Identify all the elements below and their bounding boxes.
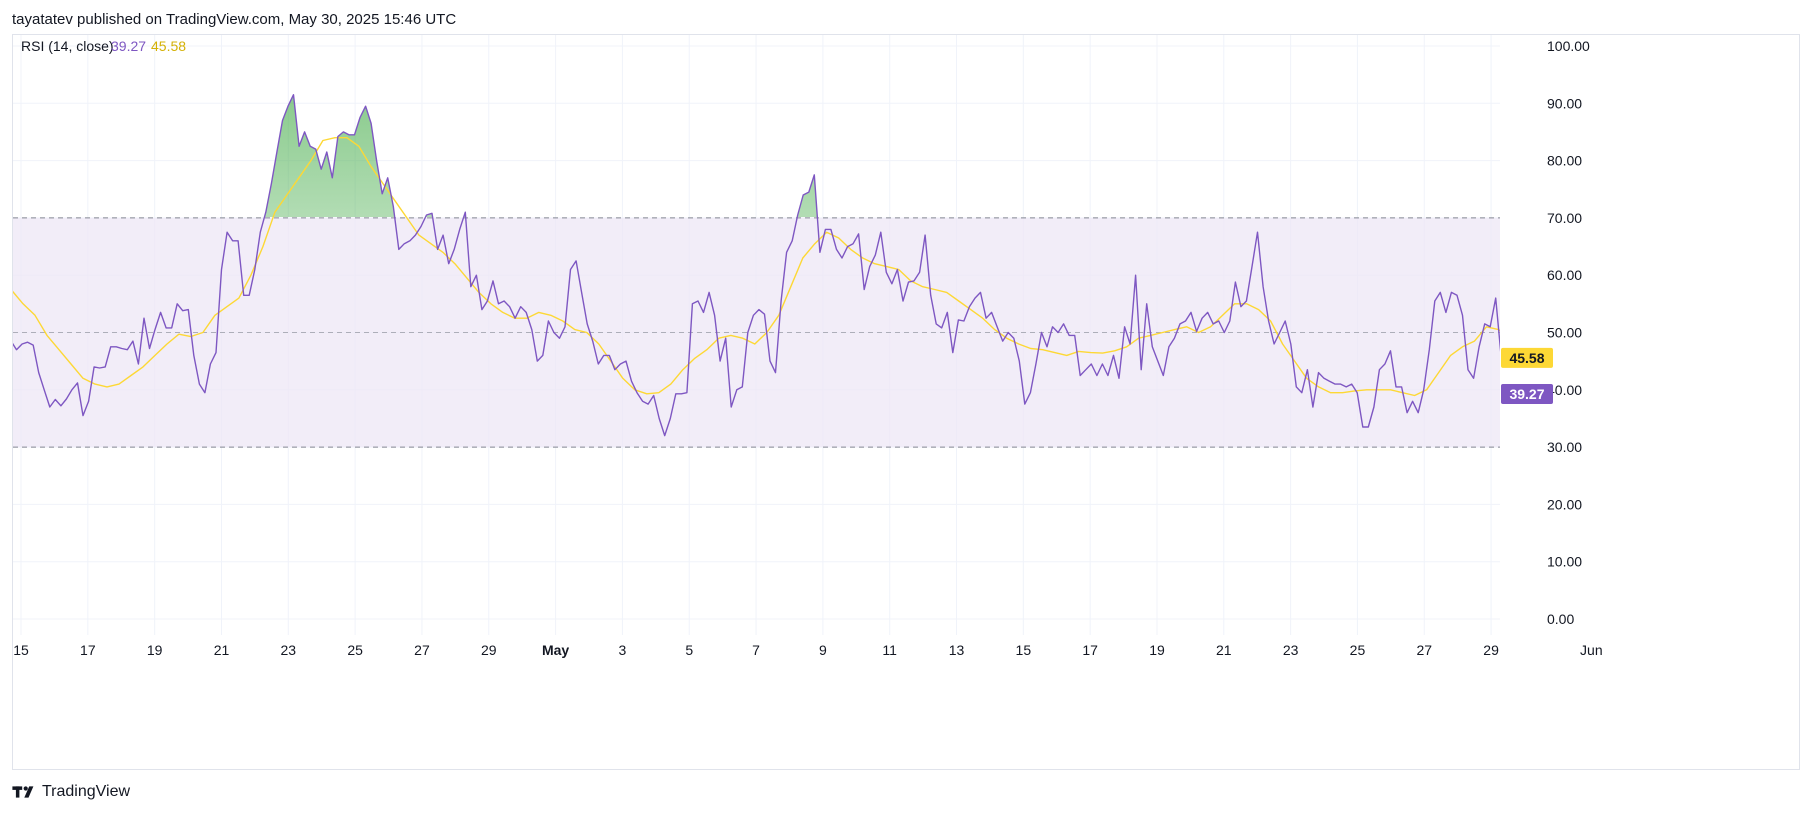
x-tick-label: May (542, 642, 569, 658)
y-tick-label: 20.00 (1547, 496, 1582, 512)
rsi-chart[interactable]: 0.00 10.00 20.00 30.00 40.00 50.00 60.00 70.00 8… (13, 35, 1801, 771)
x-tick-label: 17 (80, 642, 96, 658)
y-tick-label: 90.00 (1547, 95, 1582, 111)
publisher-header: tayatatev published on TradingView.com, … (12, 11, 457, 28)
x-tick-label: 25 (347, 642, 363, 658)
y-tick-label: 30.00 (1547, 439, 1582, 455)
x-tick-label: 15 (1016, 642, 1032, 658)
y-tick-label: 80.00 (1547, 153, 1582, 169)
overbought-fill (264, 94, 818, 217)
x-tick-label: 21 (214, 642, 230, 658)
y-tick-label: 40.00 (1547, 382, 1582, 398)
overbought-fill-layer (264, 94, 818, 217)
x-tick-label: 15 (13, 642, 29, 658)
legend: RSI (14, close) 39.27 45.58 (21, 38, 186, 54)
x-tick-label: 27 (1416, 642, 1432, 658)
rsi-band-layer (13, 217, 1500, 448)
legend-ma-value: 45.58 (151, 38, 186, 54)
x-tick-label: 23 (1283, 642, 1299, 658)
ma-price-label-bg (1501, 347, 1553, 368)
x-tick-label: 3 (619, 642, 627, 658)
x-tick-label: 25 (1350, 642, 1366, 658)
y-tick-label: 0.00 (1547, 611, 1574, 627)
chart-frame[interactable]: 0.00 10.00 20.00 30.00 40.00 50.00 60.00 70.00 8… (12, 34, 1800, 770)
y-tick-label: 60.00 (1547, 267, 1582, 283)
axis-layer: 0.00 10.00 20.00 30.00 40.00 50.00 60.00 70.00 8… (13, 38, 1602, 658)
x-tick-label: 11 (882, 642, 897, 658)
series-layer (13, 94, 1500, 437)
x-tick-label: 29 (1483, 642, 1499, 658)
y-tick-label: 100.00 (1547, 38, 1590, 54)
y-tick-label: 50.00 (1547, 325, 1582, 341)
price-label-layer: 45.58 39.27 (1501, 347, 1553, 404)
rsi-price-label-bg (1501, 383, 1553, 404)
x-tick-label: 29 (481, 642, 497, 658)
legend-rsi-value: 39.27 (111, 38, 146, 54)
legend-title: RSI (14, close) (21, 38, 114, 54)
x-tick-label: 7 (752, 642, 760, 658)
tradingview-logo-icon (12, 786, 34, 798)
x-tick-label: 21 (1216, 642, 1232, 658)
x-tick-label: 9 (819, 642, 827, 658)
footer-brand[interactable]: TradingView (12, 783, 130, 801)
x-tick-label: 23 (281, 642, 297, 658)
ma-price-label: 45.58 (1509, 350, 1544, 366)
y-tick-label: 70.00 (1547, 210, 1582, 226)
y-tick-label: 10.00 (1547, 554, 1582, 570)
x-tick-label: 27 (414, 642, 430, 658)
rsi-line (13, 94, 1500, 437)
x-tick-label: Jun (1580, 642, 1603, 658)
x-tick-label: 13 (949, 642, 965, 658)
rsi-price-label: 39.27 (1509, 386, 1544, 402)
rsi-ma-line (13, 137, 1500, 397)
x-tick-label: 5 (685, 642, 693, 658)
x-tick-label: 19 (147, 642, 163, 658)
footer-brand-text: TradingView (42, 783, 131, 800)
x-tick-label: 19 (1149, 642, 1165, 658)
x-tick-label: 17 (1082, 642, 1098, 658)
